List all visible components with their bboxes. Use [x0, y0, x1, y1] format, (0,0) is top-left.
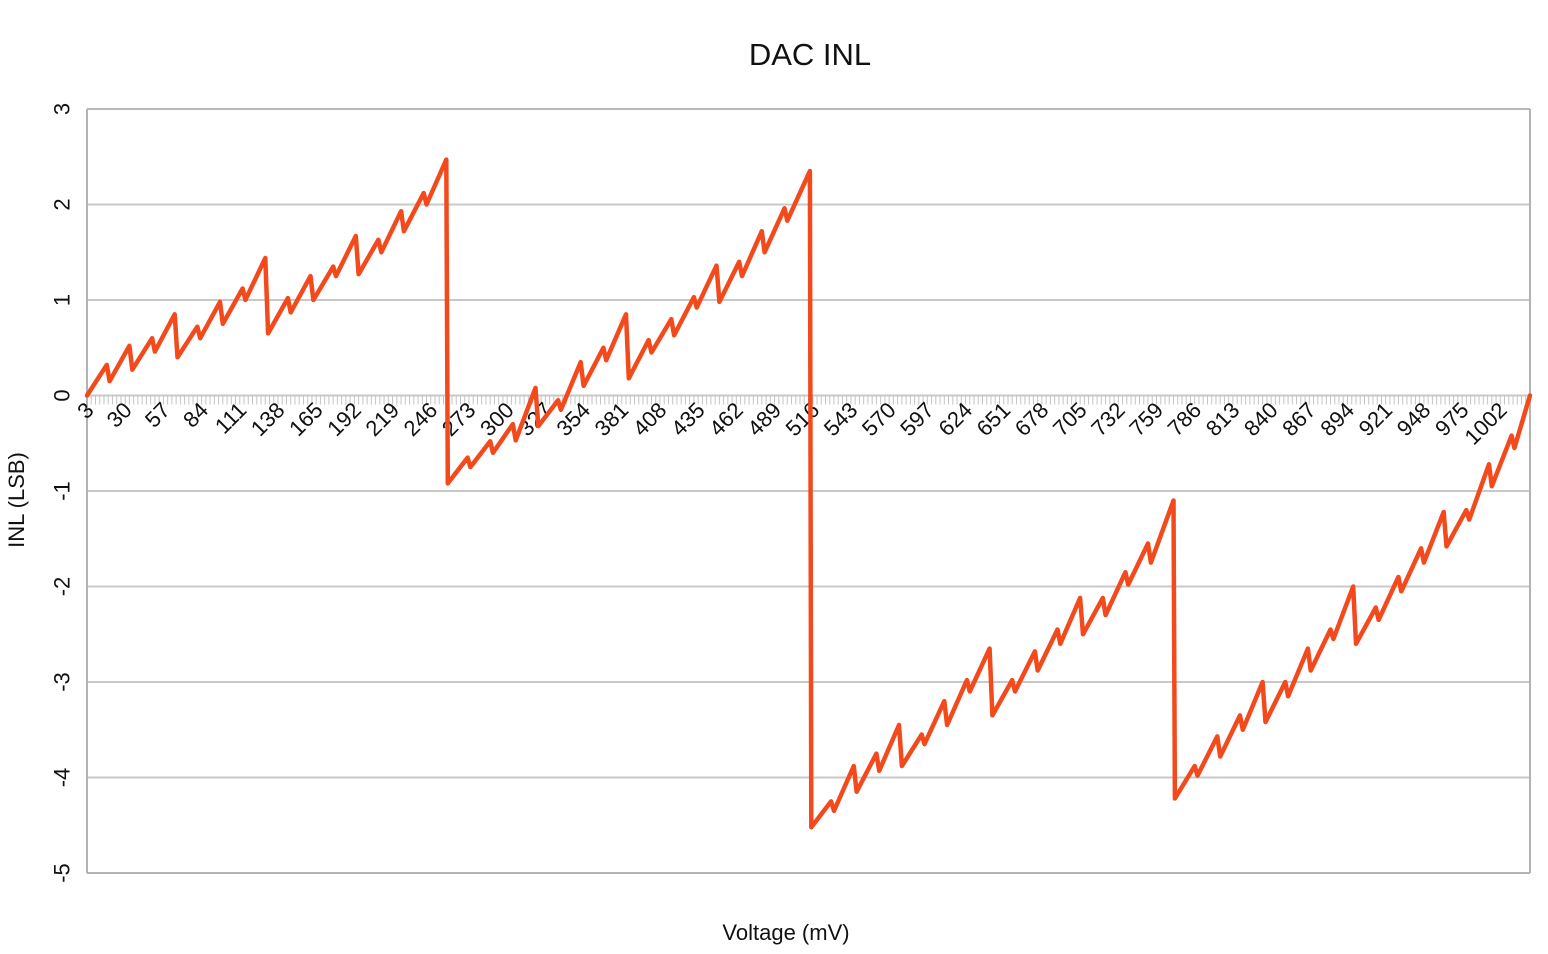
plot-axes [86, 108, 1531, 874]
y-tick-label: -4 [50, 768, 75, 788]
y-tick-labels: 3 2 1 0 -1 -2 -3 -4 -5 [50, 103, 75, 883]
x-tick-label: 30 [102, 397, 137, 432]
y-tick-label: 3 [50, 103, 75, 115]
series-layer [84, 157, 1533, 830]
x-tick-label: 57 [140, 397, 175, 432]
x-tick-label: 84 [178, 397, 213, 432]
y-tick-label: -5 [50, 863, 75, 883]
y-tick-label: 1 [50, 294, 75, 306]
inl-series-line [84, 157, 1533, 830]
x-tick-label: 1002 [1460, 397, 1512, 449]
x-axis-label: Voltage (mV) [722, 920, 849, 945]
y-tick-label: -2 [50, 577, 75, 597]
y-axis-label: INL (LSB) [4, 452, 29, 548]
y-tick-label: 2 [50, 198, 75, 210]
y-tick-label: -1 [50, 481, 75, 501]
y-tick-label: 0 [50, 389, 75, 401]
chart-title: DAC INL [749, 37, 871, 72]
x-minor-ticks [86, 395, 1531, 405]
y-tick-label: -3 [50, 672, 75, 692]
x-tick-labels: 3 30 57 84111138165192219246273300327354381… [72, 397, 1512, 449]
x-tick-label: 111 [210, 397, 251, 438]
x-tick-label: 3 [72, 397, 98, 423]
